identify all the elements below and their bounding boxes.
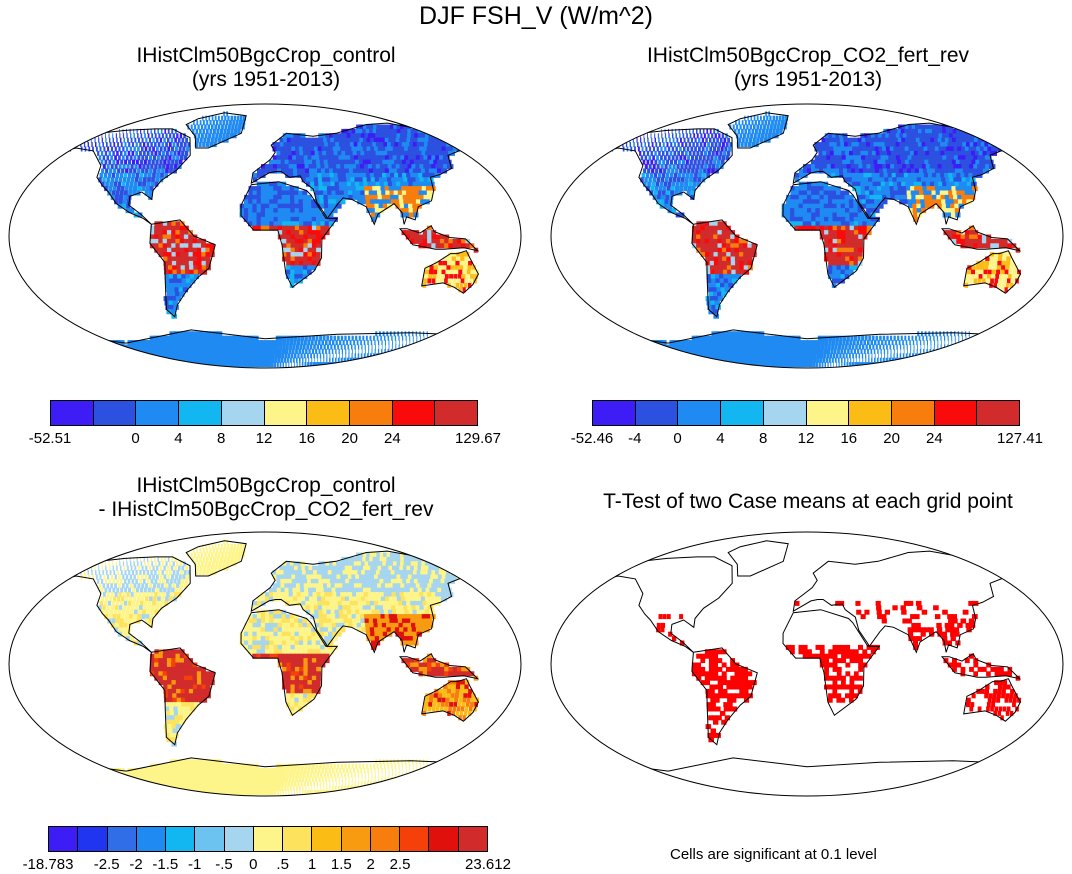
colorbar-label: 0	[131, 430, 140, 447]
colorbar-swatch	[307, 401, 350, 425]
colorbar-swatch	[806, 401, 850, 425]
colorbar-swatch	[370, 827, 401, 851]
colorbar-label: 0	[673, 430, 682, 447]
colorbar-label: 16	[298, 430, 316, 447]
colorbar-swatch	[224, 827, 254, 851]
colorbar-label: 23.612	[465, 856, 511, 873]
colorbar-swatch	[349, 401, 393, 425]
panel-co2-title-line1: IHistClm50BgcCrop_CO2_fert_rev	[646, 44, 970, 67]
colorbar-swatch	[136, 401, 180, 425]
colorbar-diff	[48, 826, 488, 852]
colorbar-swatch	[934, 401, 978, 425]
coastlines	[587, 112, 1028, 368]
colorbar-swatch	[721, 401, 764, 425]
colorbar-swatch	[264, 401, 308, 425]
colorbar-swatch	[195, 827, 225, 851]
panel-diff-title-line2: - IHistClm50BgcCrop_CO2_fert_rev	[98, 498, 434, 521]
colorbar-swatch	[179, 401, 222, 425]
colorbar-swatch	[107, 827, 137, 851]
colorbar-label: .5	[276, 856, 289, 873]
colorbar-swatch	[51, 401, 94, 425]
coastlines	[587, 540, 1028, 796]
colorbar-label: -4	[628, 430, 642, 447]
colorbar-swatch	[435, 401, 478, 425]
colorbar-label: 8	[217, 430, 226, 447]
colorbar-swatch	[93, 401, 137, 425]
panel-diff-title: IHistClm50BgcCrop_control - IHistClm50Bg…	[6, 474, 526, 522]
map-border	[8, 531, 522, 797]
colorbar-swatch	[593, 401, 636, 425]
colorbar-label: -1.5	[152, 856, 179, 873]
colorbar-label: 127.41	[997, 430, 1043, 447]
colorbar-label: -.5	[215, 856, 233, 873]
panel-control-title: IHistClm50BgcCrop_control (yrs 1951-2013…	[6, 44, 526, 92]
panel-control-title-line1: IHistClm50BgcCrop_control	[136, 44, 396, 67]
colorbar-swatch	[678, 401, 722, 425]
colorbar-swatch	[977, 401, 1020, 425]
colorbar-swatch	[458, 827, 487, 851]
colorbar-swatch	[891, 401, 935, 425]
colorbar-label: 2	[366, 856, 375, 873]
colorbar-label: -52.51	[28, 430, 72, 447]
map-border	[8, 103, 522, 369]
colorbar-swatch	[400, 827, 430, 851]
colorbar-label: -2	[129, 856, 143, 873]
colorbar-swatch	[283, 827, 313, 851]
colorbar-label: -1	[187, 856, 202, 873]
colorbar-label: 24	[384, 430, 401, 447]
colorbar-swatch	[312, 827, 342, 851]
colorbar-swatch	[253, 827, 284, 851]
map-control	[8, 103, 522, 369]
colorbar-swatch	[221, 401, 265, 425]
colorbar-label: 8	[759, 430, 768, 447]
map-diff	[8, 531, 522, 797]
coastlines	[45, 112, 486, 368]
colorbar-control	[50, 400, 478, 426]
panel-control-title-line2: (yrs 1951-2013)	[191, 68, 341, 91]
coastlines	[45, 540, 486, 796]
colorbar-label: 4	[716, 430, 725, 447]
colorbar-label: -52.46	[570, 430, 614, 447]
map-border	[550, 103, 1064, 369]
colorbar-label: -2.5	[93, 856, 120, 873]
colorbar-swatch	[78, 827, 108, 851]
colorbar-label: 129.67	[455, 430, 501, 447]
colorbar-swatch	[392, 401, 436, 425]
colorbar-swatch	[136, 827, 167, 851]
colorbar-label: 20	[883, 430, 900, 447]
colorbar-label: 16	[840, 430, 858, 447]
colorbar-label: 1	[307, 856, 317, 873]
panel-co2-title: IHistClm50BgcCrop_CO2_fert_rev (yrs 1951…	[548, 44, 1068, 92]
colorbar-swatch	[763, 401, 807, 425]
figure-title: DJF FSH_V (W/m^2)	[419, 2, 653, 30]
colorbar-swatch	[341, 827, 371, 851]
colorbar-label: 4	[174, 430, 183, 447]
panel-co2-title-line2: (yrs 1951-2013)	[733, 68, 883, 91]
colorbar-co2	[592, 400, 1020, 426]
colorbar-label: 20	[341, 430, 358, 447]
colorbar-label: 0	[249, 856, 258, 873]
ocean	[551, 532, 1063, 796]
map-co2	[550, 103, 1064, 369]
colorbar-swatch	[635, 401, 679, 425]
colorbar-label: 12	[255, 430, 273, 447]
panel-ttest-title-line1: T-Test of two Case means at each grid po…	[603, 490, 1013, 513]
ttest-note: Cells are significant at 0.1 level	[670, 846, 877, 863]
colorbar-swatch	[849, 401, 892, 425]
colorbar-label: 2.5	[389, 856, 411, 873]
colorbar-label: -18.783	[22, 856, 74, 873]
colorbar-swatch	[49, 827, 79, 851]
colorbar-label: 1.5	[330, 856, 352, 873]
panel-diff-title-line1: IHistClm50BgcCrop_control	[136, 474, 396, 497]
colorbar-label: 24	[926, 430, 943, 447]
colorbar-swatch	[166, 827, 196, 851]
panel-ttest-title: T-Test of two Case means at each grid po…	[548, 490, 1068, 514]
map-border	[550, 531, 1064, 797]
colorbar-label: 12	[797, 430, 815, 447]
colorbar-swatch	[429, 827, 459, 851]
map-ttest	[550, 531, 1064, 797]
